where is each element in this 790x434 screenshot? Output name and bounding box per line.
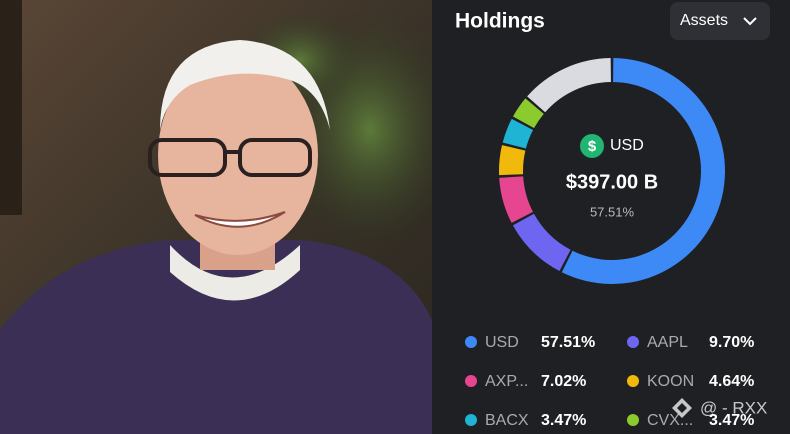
legend-value: 7.02% xyxy=(541,373,586,390)
center-amount: $397.00 B xyxy=(566,171,658,193)
center-name: USD xyxy=(610,137,644,154)
legend-value: 3.47% xyxy=(709,412,754,429)
donut-segment xyxy=(512,213,571,272)
legend-name: USD xyxy=(485,334,519,351)
legend-dot xyxy=(627,414,639,426)
dropdown-label[interactable]: Assets xyxy=(680,12,728,29)
photo xyxy=(0,0,432,434)
donut-segment xyxy=(499,176,533,223)
legend-name: AAPL xyxy=(647,334,688,351)
holdings-panel xyxy=(432,0,790,434)
watermark-text: @ - RXX xyxy=(700,398,767,417)
donut-segment xyxy=(561,58,725,285)
legend-name: AXP... xyxy=(485,373,528,390)
usd-icon-symbol: $ xyxy=(588,138,597,155)
legend-dot xyxy=(627,336,639,348)
center-percent: 57.51% xyxy=(590,204,635,219)
panel-title: Holdings xyxy=(455,10,545,33)
dropdown-button[interactable] xyxy=(670,2,770,40)
legend-dot xyxy=(465,336,477,348)
legend-value: 3.47% xyxy=(541,412,586,429)
legend-name: BACX xyxy=(485,412,529,429)
donut-segment xyxy=(513,98,544,129)
assets-dropdown[interactable]: Assets xyxy=(670,2,770,40)
legend-value: 57.51% xyxy=(541,334,595,351)
legend-name: CVX... xyxy=(647,412,693,429)
donut-segment xyxy=(502,118,534,149)
chevron xyxy=(743,17,757,26)
legend-dot xyxy=(465,375,477,387)
usd-icon xyxy=(580,134,604,158)
legend-value: 4.64% xyxy=(709,373,754,390)
watermark: @ - RXX xyxy=(672,398,767,418)
legend-dot xyxy=(627,375,639,387)
donut-segment xyxy=(499,145,526,176)
legend-name: KOON xyxy=(647,373,694,390)
watermark-logo xyxy=(672,398,692,418)
legend-value: 9.70% xyxy=(709,334,754,351)
donut-segment xyxy=(527,58,611,113)
legend-dot xyxy=(465,414,477,426)
